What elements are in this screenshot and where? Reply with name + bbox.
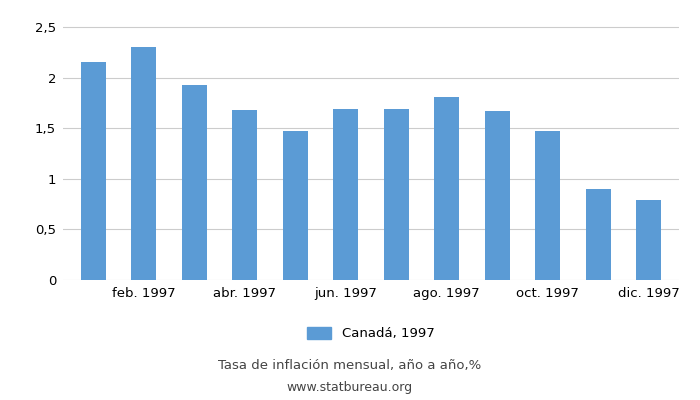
Bar: [434, 97, 459, 280]
Bar: [333, 109, 358, 280]
Text: www.statbureau.org: www.statbureau.org: [287, 382, 413, 394]
Bar: [182, 85, 207, 280]
Bar: [586, 189, 611, 280]
Bar: [636, 200, 662, 280]
Legend: Canadá, 1997: Canadá, 1997: [307, 327, 435, 340]
Bar: [232, 110, 258, 280]
Bar: [80, 62, 106, 280]
Bar: [535, 131, 560, 280]
Bar: [131, 47, 156, 280]
Text: Tasa de inflación mensual, año a año,%: Tasa de inflación mensual, año a año,%: [218, 360, 482, 372]
Bar: [283, 131, 308, 280]
Bar: [384, 109, 409, 280]
Bar: [484, 111, 510, 280]
